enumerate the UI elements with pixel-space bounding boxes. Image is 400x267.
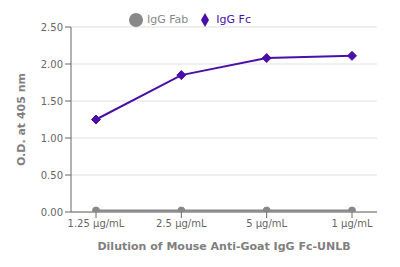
svg-text:2.5 μg/mL: 2.5 μg/mL xyxy=(156,218,207,229)
svg-text:1.00: 1.00 xyxy=(41,133,63,144)
html-text:IgG Fc: IgG Fc xyxy=(216,13,251,26)
html-text:IgG Fab: IgG Fab xyxy=(147,13,189,26)
svg-text:2.00: 2.00 xyxy=(41,59,63,70)
svg-text:Dilution of Mouse Anti-Goat Ig: Dilution of Mouse Anti-Goat IgG Fc-UNLB xyxy=(97,240,350,253)
svg-text:5 μg/mL: 5 μg/mL xyxy=(246,218,287,229)
svg-text:1 μg/mL: 1 μg/mL xyxy=(332,218,373,229)
svg-text:1.50: 1.50 xyxy=(41,96,63,107)
svg-text:1.25 μg/mL: 1.25 μg/mL xyxy=(68,218,125,229)
svg-text:O.D. at 405 nm: O.D. at 405 nm xyxy=(15,73,28,166)
svg-text:0.50: 0.50 xyxy=(41,170,63,181)
svg-text:0.00: 0.00 xyxy=(41,207,63,218)
svg-text:2.50: 2.50 xyxy=(41,22,63,33)
